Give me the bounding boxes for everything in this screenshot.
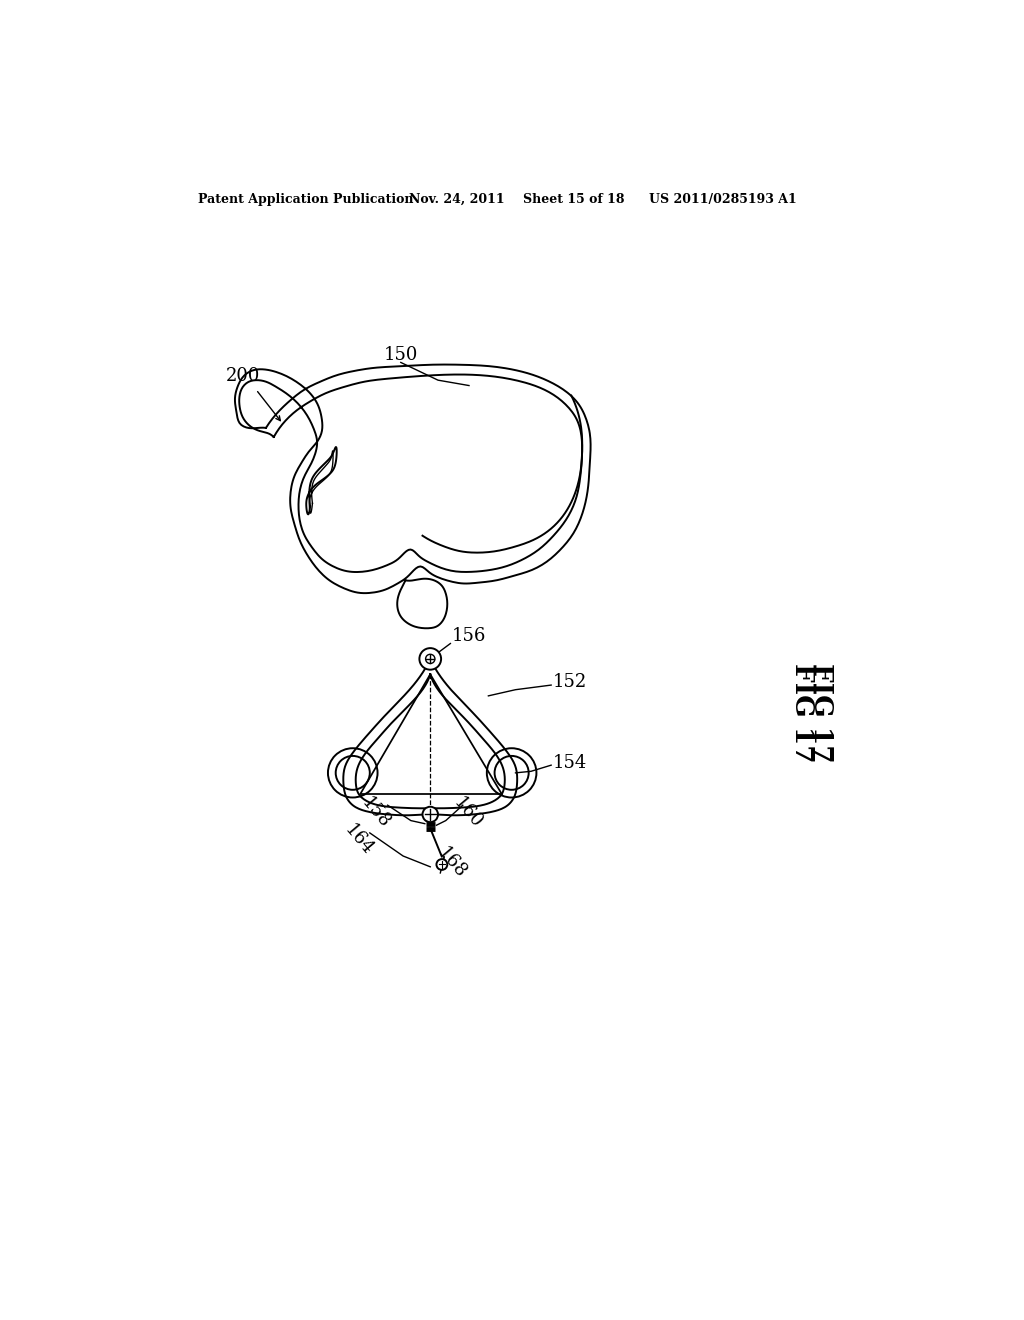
- Text: 154: 154: [553, 754, 587, 772]
- Text: 152: 152: [553, 673, 587, 690]
- Text: US 2011/0285193 A1: US 2011/0285193 A1: [649, 193, 797, 206]
- Text: 150: 150: [384, 346, 418, 364]
- Text: 168: 168: [434, 843, 470, 882]
- Text: Sheet 15 of 18: Sheet 15 of 18: [523, 193, 625, 206]
- Text: 164: 164: [341, 821, 377, 859]
- Text: FIG 17: FIG 17: [790, 663, 815, 763]
- Circle shape: [420, 648, 441, 669]
- Text: 160: 160: [450, 793, 485, 832]
- Text: 156: 156: [452, 627, 486, 644]
- Circle shape: [423, 807, 438, 822]
- Text: Nov. 24, 2011: Nov. 24, 2011: [410, 193, 505, 206]
- Text: FIG 17: FIG 17: [809, 663, 835, 763]
- Text: 200: 200: [225, 367, 260, 384]
- Circle shape: [436, 859, 447, 870]
- Text: 158: 158: [358, 793, 394, 832]
- Text: Patent Application Publication: Patent Application Publication: [198, 193, 414, 206]
